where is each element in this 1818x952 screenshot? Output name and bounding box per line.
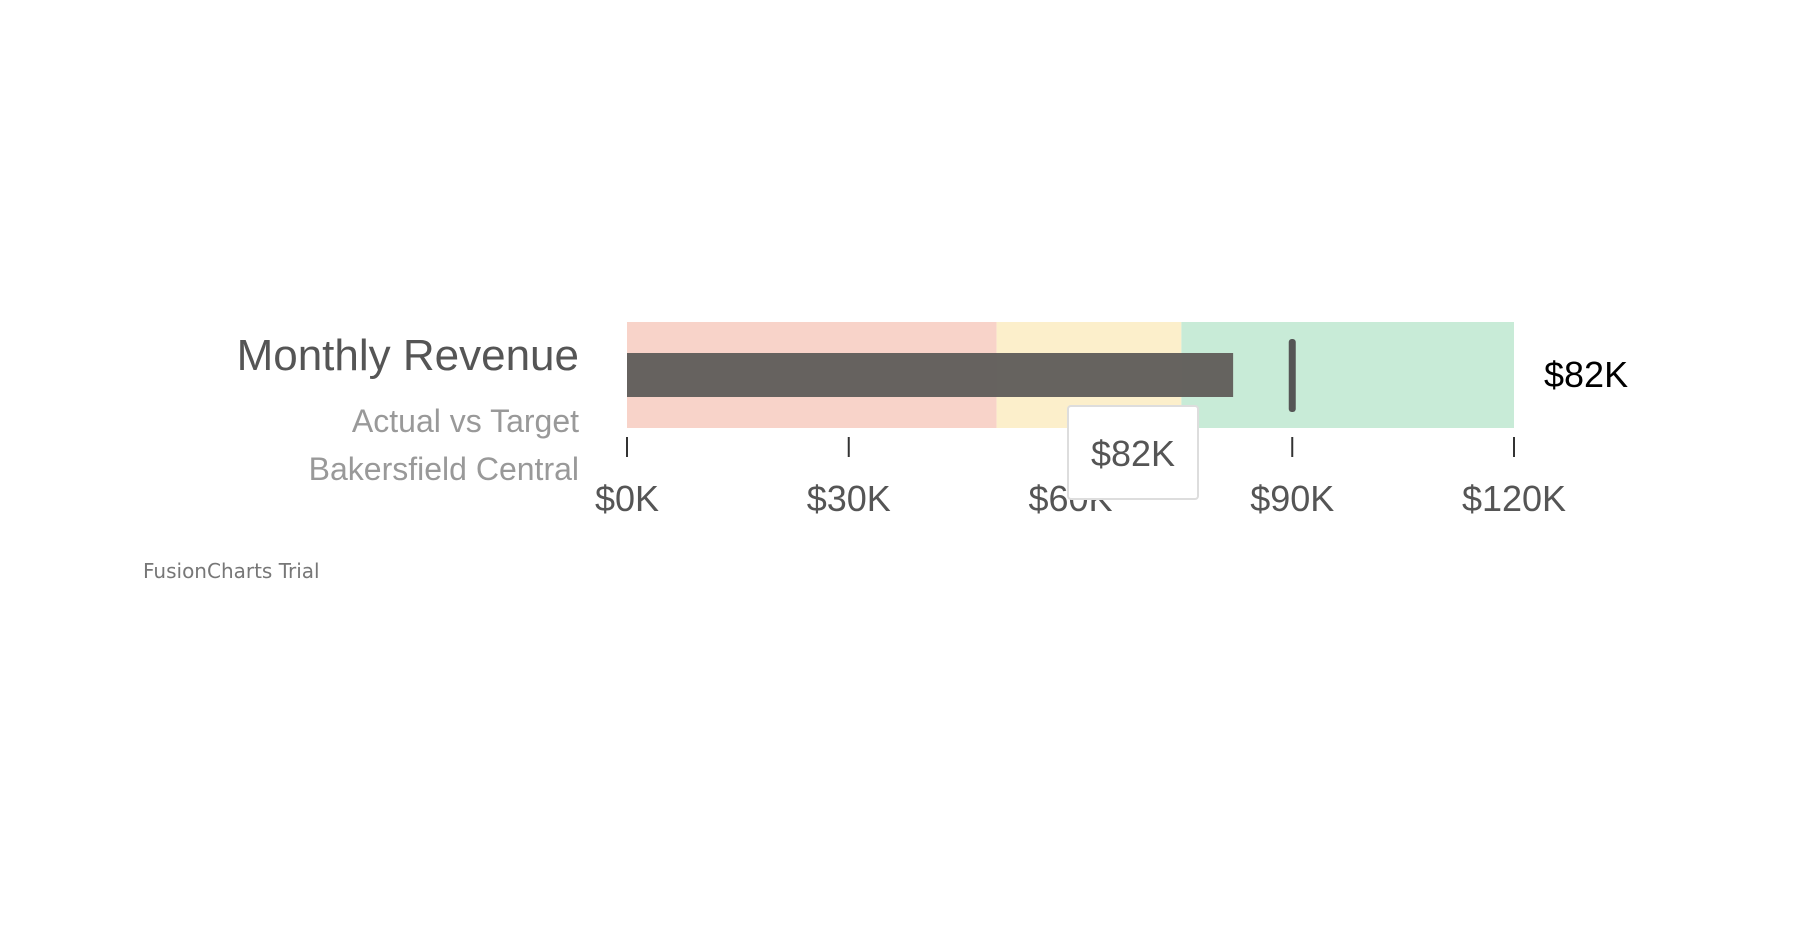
chart-subtitle-2: Bakersfield Central (309, 451, 579, 487)
tooltip: $82K (1067, 405, 1199, 500)
tooltip-box (1067, 405, 1199, 500)
value-bar (627, 353, 1234, 397)
axis-tick-label: $30K (807, 478, 891, 519)
plot-area (627, 339, 1296, 412)
value-label: $82K (1544, 354, 1628, 395)
chart-title: Monthly Revenue (237, 331, 579, 380)
axis-tick-label: $90K (1250, 478, 1334, 519)
target-marker (1288, 339, 1296, 412)
axis-tick-label: $120K (1462, 478, 1566, 519)
x-axis: $0K$30K$60K$90K$120K (595, 437, 1566, 519)
color-range-2 (1181, 322, 1514, 428)
chart-subtitle-1: Actual vs Target (352, 403, 579, 439)
tooltip-text: $82K (1091, 433, 1175, 474)
watermark: FusionCharts Trial (143, 559, 320, 583)
axis-tick-label: $0K (595, 478, 659, 519)
